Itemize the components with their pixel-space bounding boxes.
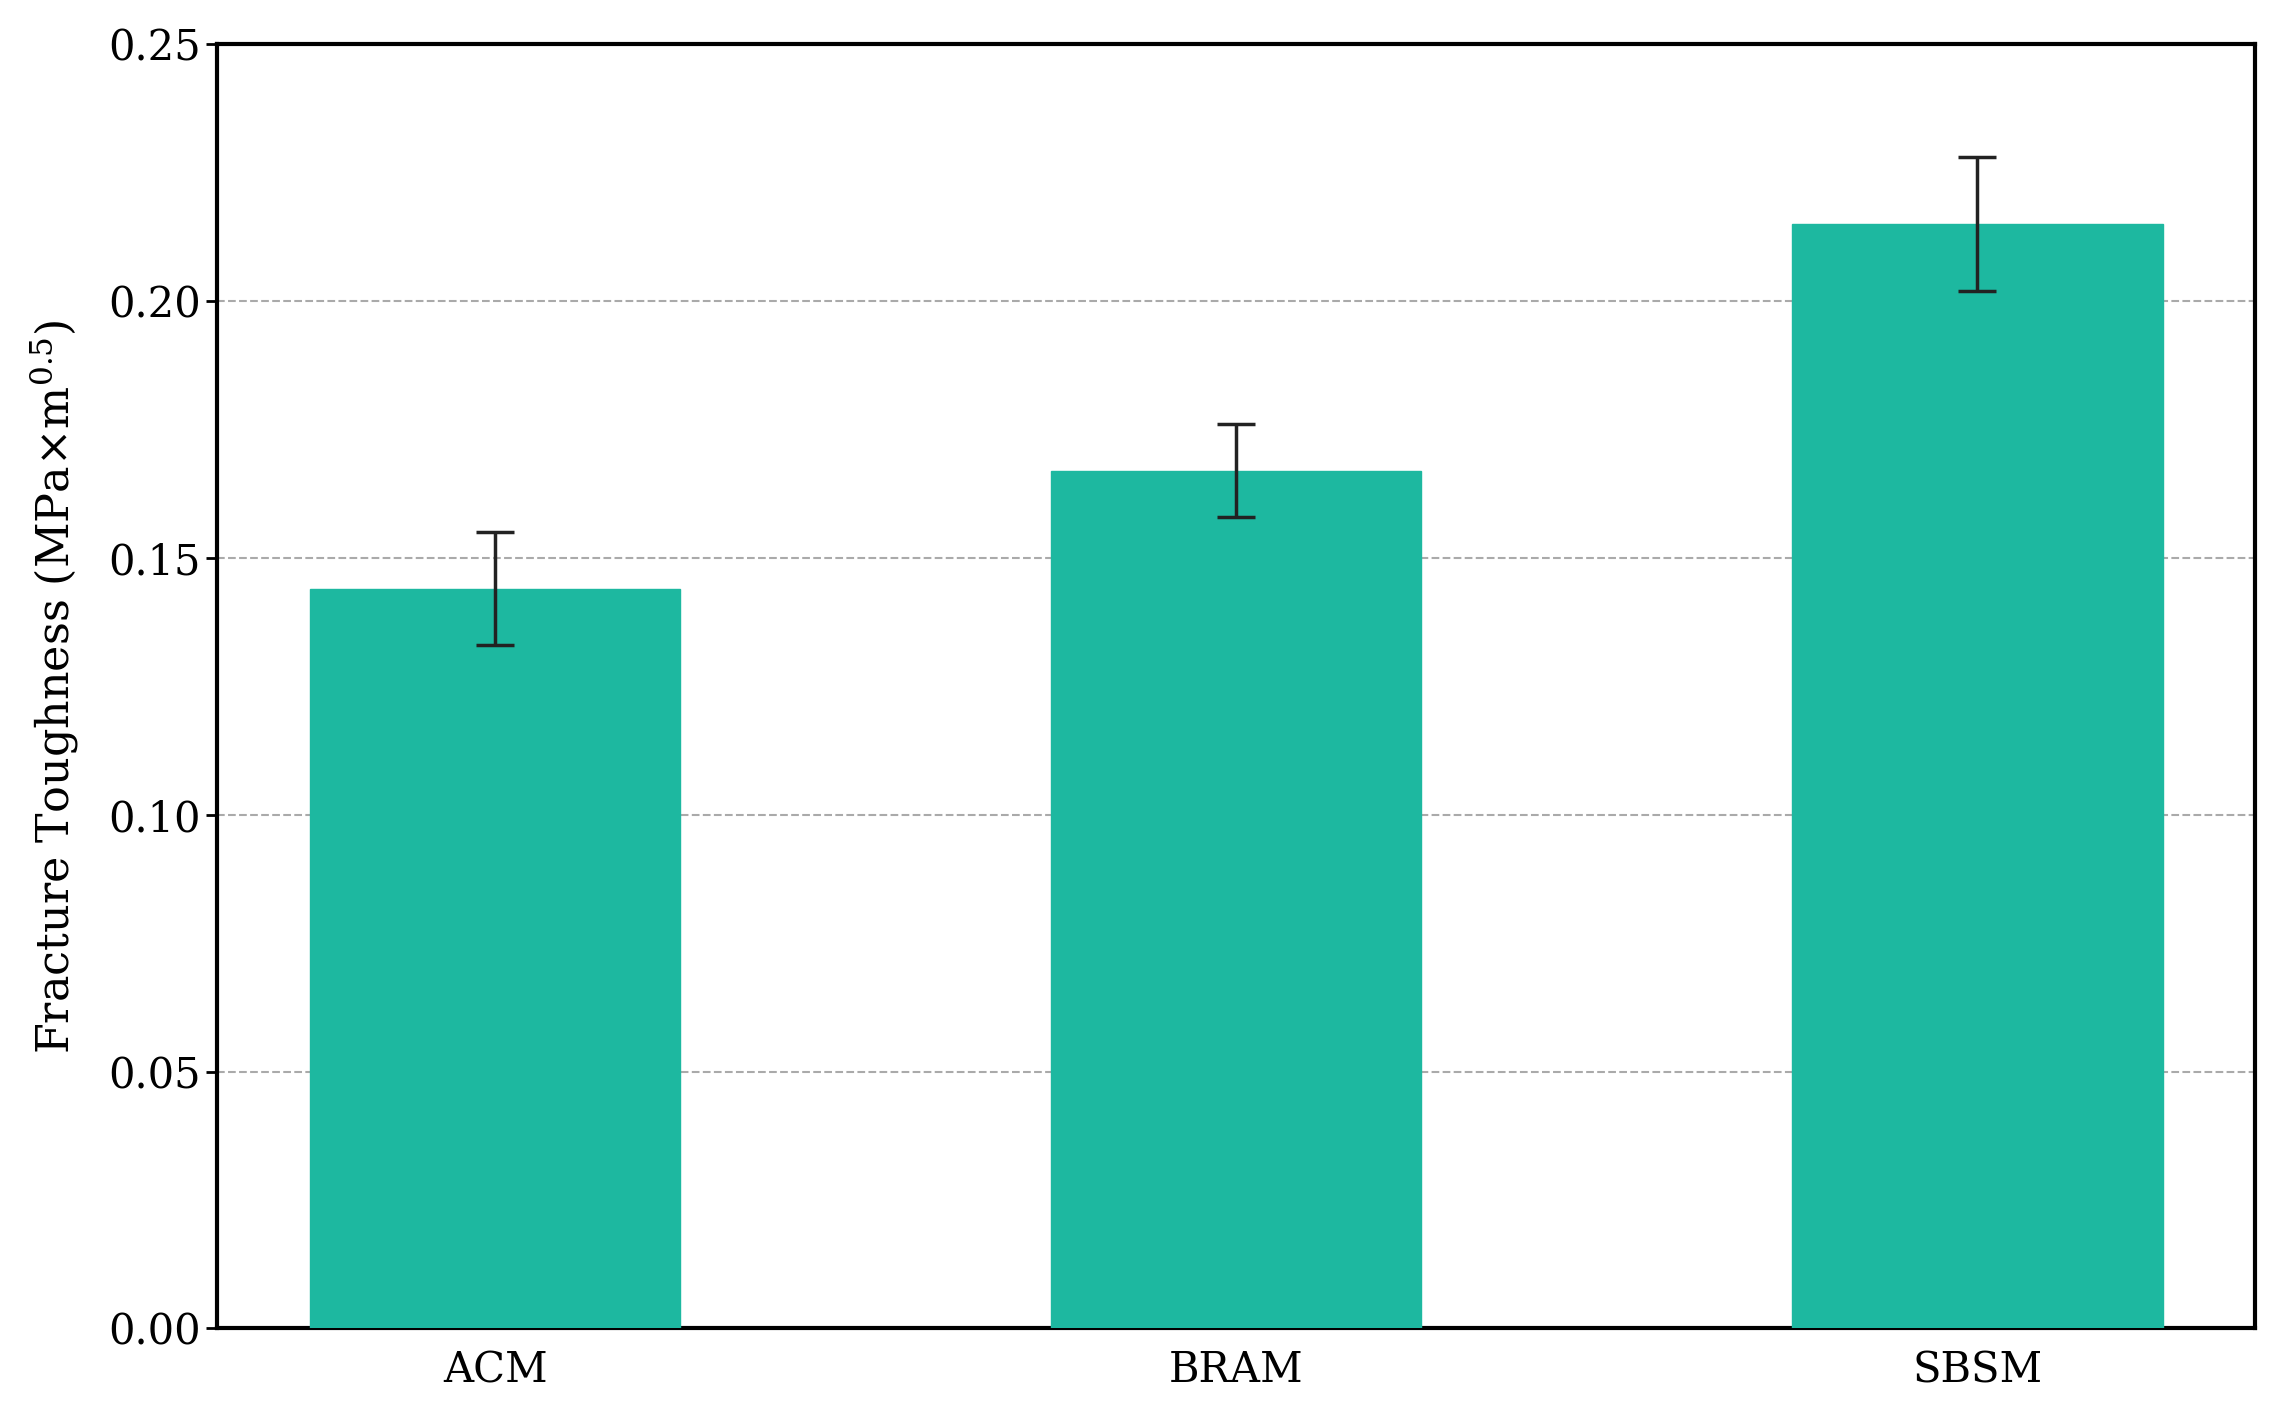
Bar	[1792, 224, 2162, 1328]
Bar	[1050, 471, 1422, 1328]
Bar	[310, 589, 680, 1328]
Y-axis label: Fracture Toughness (MPa×m$^{0.5}$): Fracture Toughness (MPa×m$^{0.5}$)	[27, 319, 80, 1054]
